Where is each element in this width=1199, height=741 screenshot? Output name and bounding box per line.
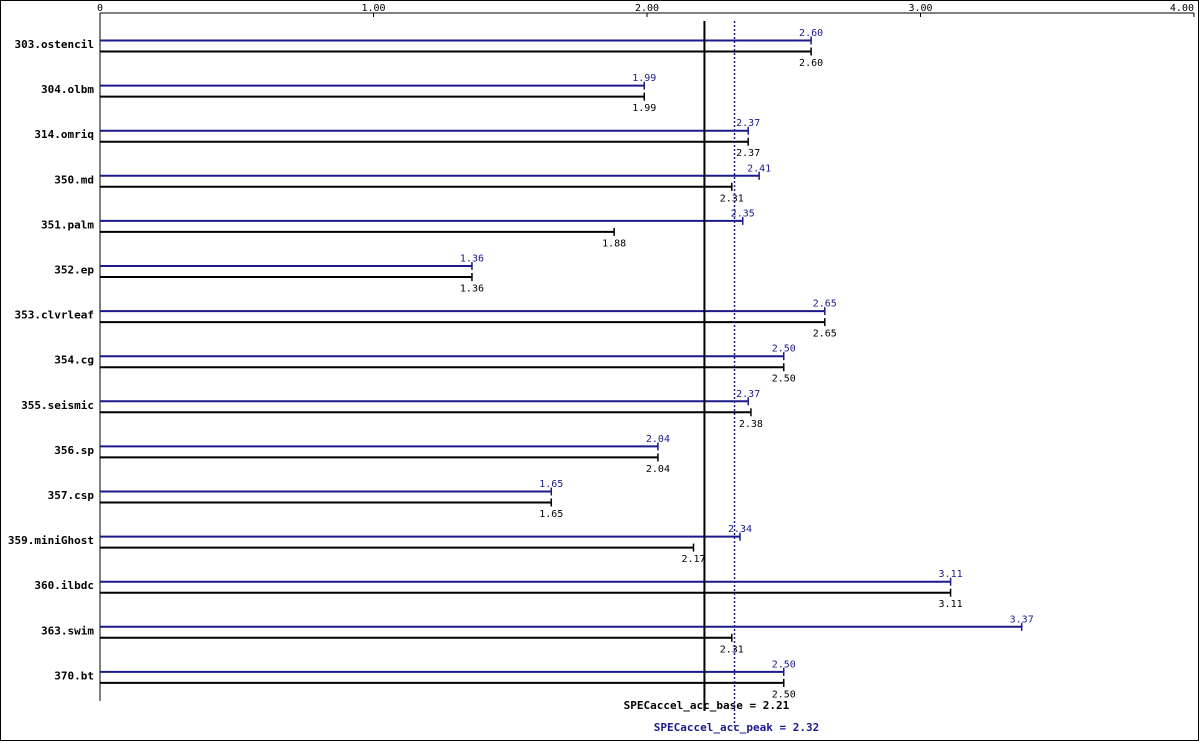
benchmark-label: 352.ep [54, 264, 94, 277]
peak-value-label: 1.65 [539, 479, 563, 490]
x-tick-label: 3.00 [908, 3, 932, 14]
benchmark-label: 355.seismic [21, 399, 94, 412]
x-tick-label: 2.00 [635, 3, 659, 14]
base-summary-label: SPECaccel_acc_base = 2.21 [624, 699, 790, 712]
benchmark-label: 359.miniGhost [8, 534, 94, 547]
x-tick-label: 0 [97, 3, 103, 14]
benchmark-label: 304.olbm [41, 83, 94, 96]
benchmark-label: 303.ostencil [15, 38, 94, 51]
bars: 303.ostencil 2.60 2.60 304.olbm 1.99 1.99 314.… [8, 28, 1034, 700]
peak-value-label: 2.50 [772, 344, 796, 355]
peak-value-label: 2.65 [813, 299, 837, 310]
benchmark-label: 357.csp [48, 489, 95, 502]
peak-value-label: 2.04 [646, 434, 670, 445]
base-value-label: 1.99 [632, 103, 656, 114]
benchmark-label: 354.cg [54, 354, 94, 367]
peak-value-label: 2.37 [736, 118, 760, 129]
peak-value-label: 3.11 [939, 569, 963, 580]
x-tick-label: 4.00 [1170, 3, 1194, 14]
base-value-label: 2.31 [720, 193, 744, 204]
peak-value-label: 1.99 [632, 73, 656, 84]
base-value-label: 1.65 [539, 509, 563, 520]
benchmark-label: 351.palm [41, 218, 94, 231]
base-value-label: 2.38 [739, 419, 763, 430]
base-value-label: 2.50 [772, 689, 796, 700]
base-value-label: 2.04 [646, 464, 670, 475]
benchmark-label: 353.clvrleaf [15, 309, 94, 322]
benchmark-label: 363.swim [41, 624, 94, 637]
base-value-label: 3.11 [939, 599, 963, 610]
x-axis: 0 1.00 2.00 3.00 4.00 [97, 3, 1195, 701]
base-value-label: 2.37 [736, 148, 760, 159]
peak-value-label: 2.35 [731, 208, 755, 219]
benchmark-label: 356.sp [54, 444, 94, 457]
peak-summary-label: SPECaccel_acc_peak = 2.32 [654, 721, 820, 734]
x-tick-label: 1.00 [361, 3, 385, 14]
peak-value-label: 3.37 [1010, 614, 1034, 625]
benchmark-label: 350.md [54, 173, 94, 186]
base-value-label: 2.50 [772, 374, 796, 385]
reference-lines: SPECaccel_acc_base = 2.21 SPECaccel_acc_p… [624, 21, 820, 734]
base-value-label: 2.65 [813, 329, 837, 340]
base-value-label: 1.88 [602, 238, 626, 249]
peak-value-label: 1.36 [460, 254, 484, 265]
peak-value-label: 2.41 [747, 163, 771, 174]
base-value-label: 2.17 [681, 554, 705, 565]
benchmark-label: 370.bt [54, 669, 94, 682]
peak-value-label: 2.60 [799, 28, 823, 39]
benchmark-label: 314.omriq [34, 128, 94, 141]
base-value-label: 1.36 [460, 284, 484, 295]
peak-value-label: 2.37 [736, 389, 760, 400]
benchmark-label: 360.ilbdc [34, 579, 94, 592]
peak-value-label: 2.50 [772, 659, 796, 670]
base-value-label: 2.60 [799, 58, 823, 69]
base-value-label: 2.31 [720, 644, 744, 655]
peak-value-label: 2.34 [728, 524, 752, 535]
